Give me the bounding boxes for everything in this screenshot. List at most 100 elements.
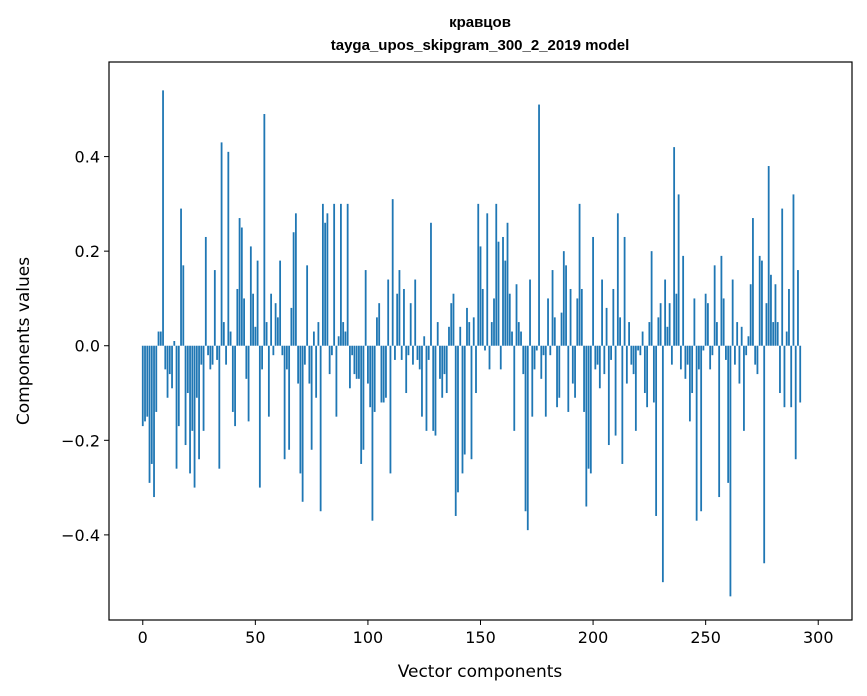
bar (673, 147, 676, 346)
bar (427, 345, 430, 360)
x-tick-label: 50 (245, 628, 265, 647)
bar (472, 317, 475, 346)
bar (619, 317, 621, 346)
bar (159, 331, 162, 346)
x-tick-label: 0 (138, 628, 148, 647)
bar (526, 345, 529, 531)
bar (504, 260, 507, 346)
bar (448, 326, 450, 346)
bar (698, 345, 700, 370)
y-tick-label: 0.0 (75, 337, 100, 356)
bar (439, 345, 441, 379)
bar (321, 203, 324, 346)
bar (209, 345, 212, 370)
bar (283, 345, 286, 460)
bar (281, 345, 284, 356)
bar (367, 345, 369, 384)
x-axis-label: Vector components (398, 662, 563, 682)
bar (416, 345, 419, 360)
bar (364, 270, 367, 346)
bar (220, 142, 223, 346)
bar (533, 345, 536, 370)
bar (292, 232, 295, 346)
bar (324, 222, 327, 346)
bar (335, 345, 338, 417)
bar (274, 303, 277, 346)
bar (227, 151, 230, 346)
bar (702, 345, 705, 351)
bar (270, 293, 273, 346)
bar (770, 274, 772, 346)
bar (508, 293, 511, 346)
bar (436, 322, 439, 346)
bar (231, 345, 234, 412)
bar (515, 284, 518, 346)
bar (171, 345, 173, 389)
bar (774, 284, 777, 346)
bar (252, 293, 254, 346)
bar (668, 303, 671, 346)
bar (240, 227, 243, 346)
bar (718, 345, 721, 498)
bar (788, 288, 790, 346)
bar (267, 345, 270, 417)
bar (222, 322, 225, 346)
bar (542, 345, 545, 356)
bar (306, 265, 309, 346)
bar (441, 345, 444, 398)
bar (155, 345, 158, 412)
bar (560, 312, 563, 346)
bar (396, 293, 399, 346)
bar (409, 303, 412, 346)
bar (675, 293, 678, 346)
bar (236, 288, 239, 346)
bar (666, 326, 669, 346)
bar (412, 345, 414, 365)
bar (506, 222, 509, 346)
bar (463, 345, 466, 455)
bar (621, 345, 624, 464)
bar (166, 345, 169, 398)
bar (779, 345, 781, 394)
bar (195, 345, 198, 398)
bar (745, 345, 748, 356)
x-tick-label: 100 (353, 628, 384, 647)
bar (200, 345, 203, 365)
bar (490, 322, 493, 346)
bar (301, 345, 304, 502)
bar (369, 345, 372, 408)
bar (752, 218, 754, 346)
bar (531, 345, 534, 417)
bar (529, 279, 531, 346)
bar (522, 345, 525, 375)
bar (583, 345, 585, 412)
bar (285, 345, 288, 370)
bar (414, 279, 417, 346)
bar (661, 345, 664, 583)
bar (524, 345, 527, 512)
bar (488, 345, 491, 370)
bar (556, 345, 558, 408)
bar (729, 345, 732, 597)
bar (450, 303, 453, 346)
bar (643, 345, 646, 394)
bar (641, 331, 644, 346)
bar (258, 345, 261, 488)
bar (754, 345, 757, 365)
y-tick-label: 0.4 (75, 148, 100, 167)
bar (614, 345, 617, 436)
bar (781, 208, 784, 346)
bar (625, 345, 628, 384)
bar (749, 284, 752, 346)
bar (373, 345, 376, 412)
bar (312, 331, 315, 346)
bar (652, 345, 655, 403)
bar (637, 345, 640, 351)
bar (605, 307, 608, 346)
bar (589, 345, 592, 474)
bar (484, 345, 486, 351)
bar (193, 345, 196, 488)
x-tick-label: 200 (578, 628, 609, 647)
bar (168, 345, 171, 375)
